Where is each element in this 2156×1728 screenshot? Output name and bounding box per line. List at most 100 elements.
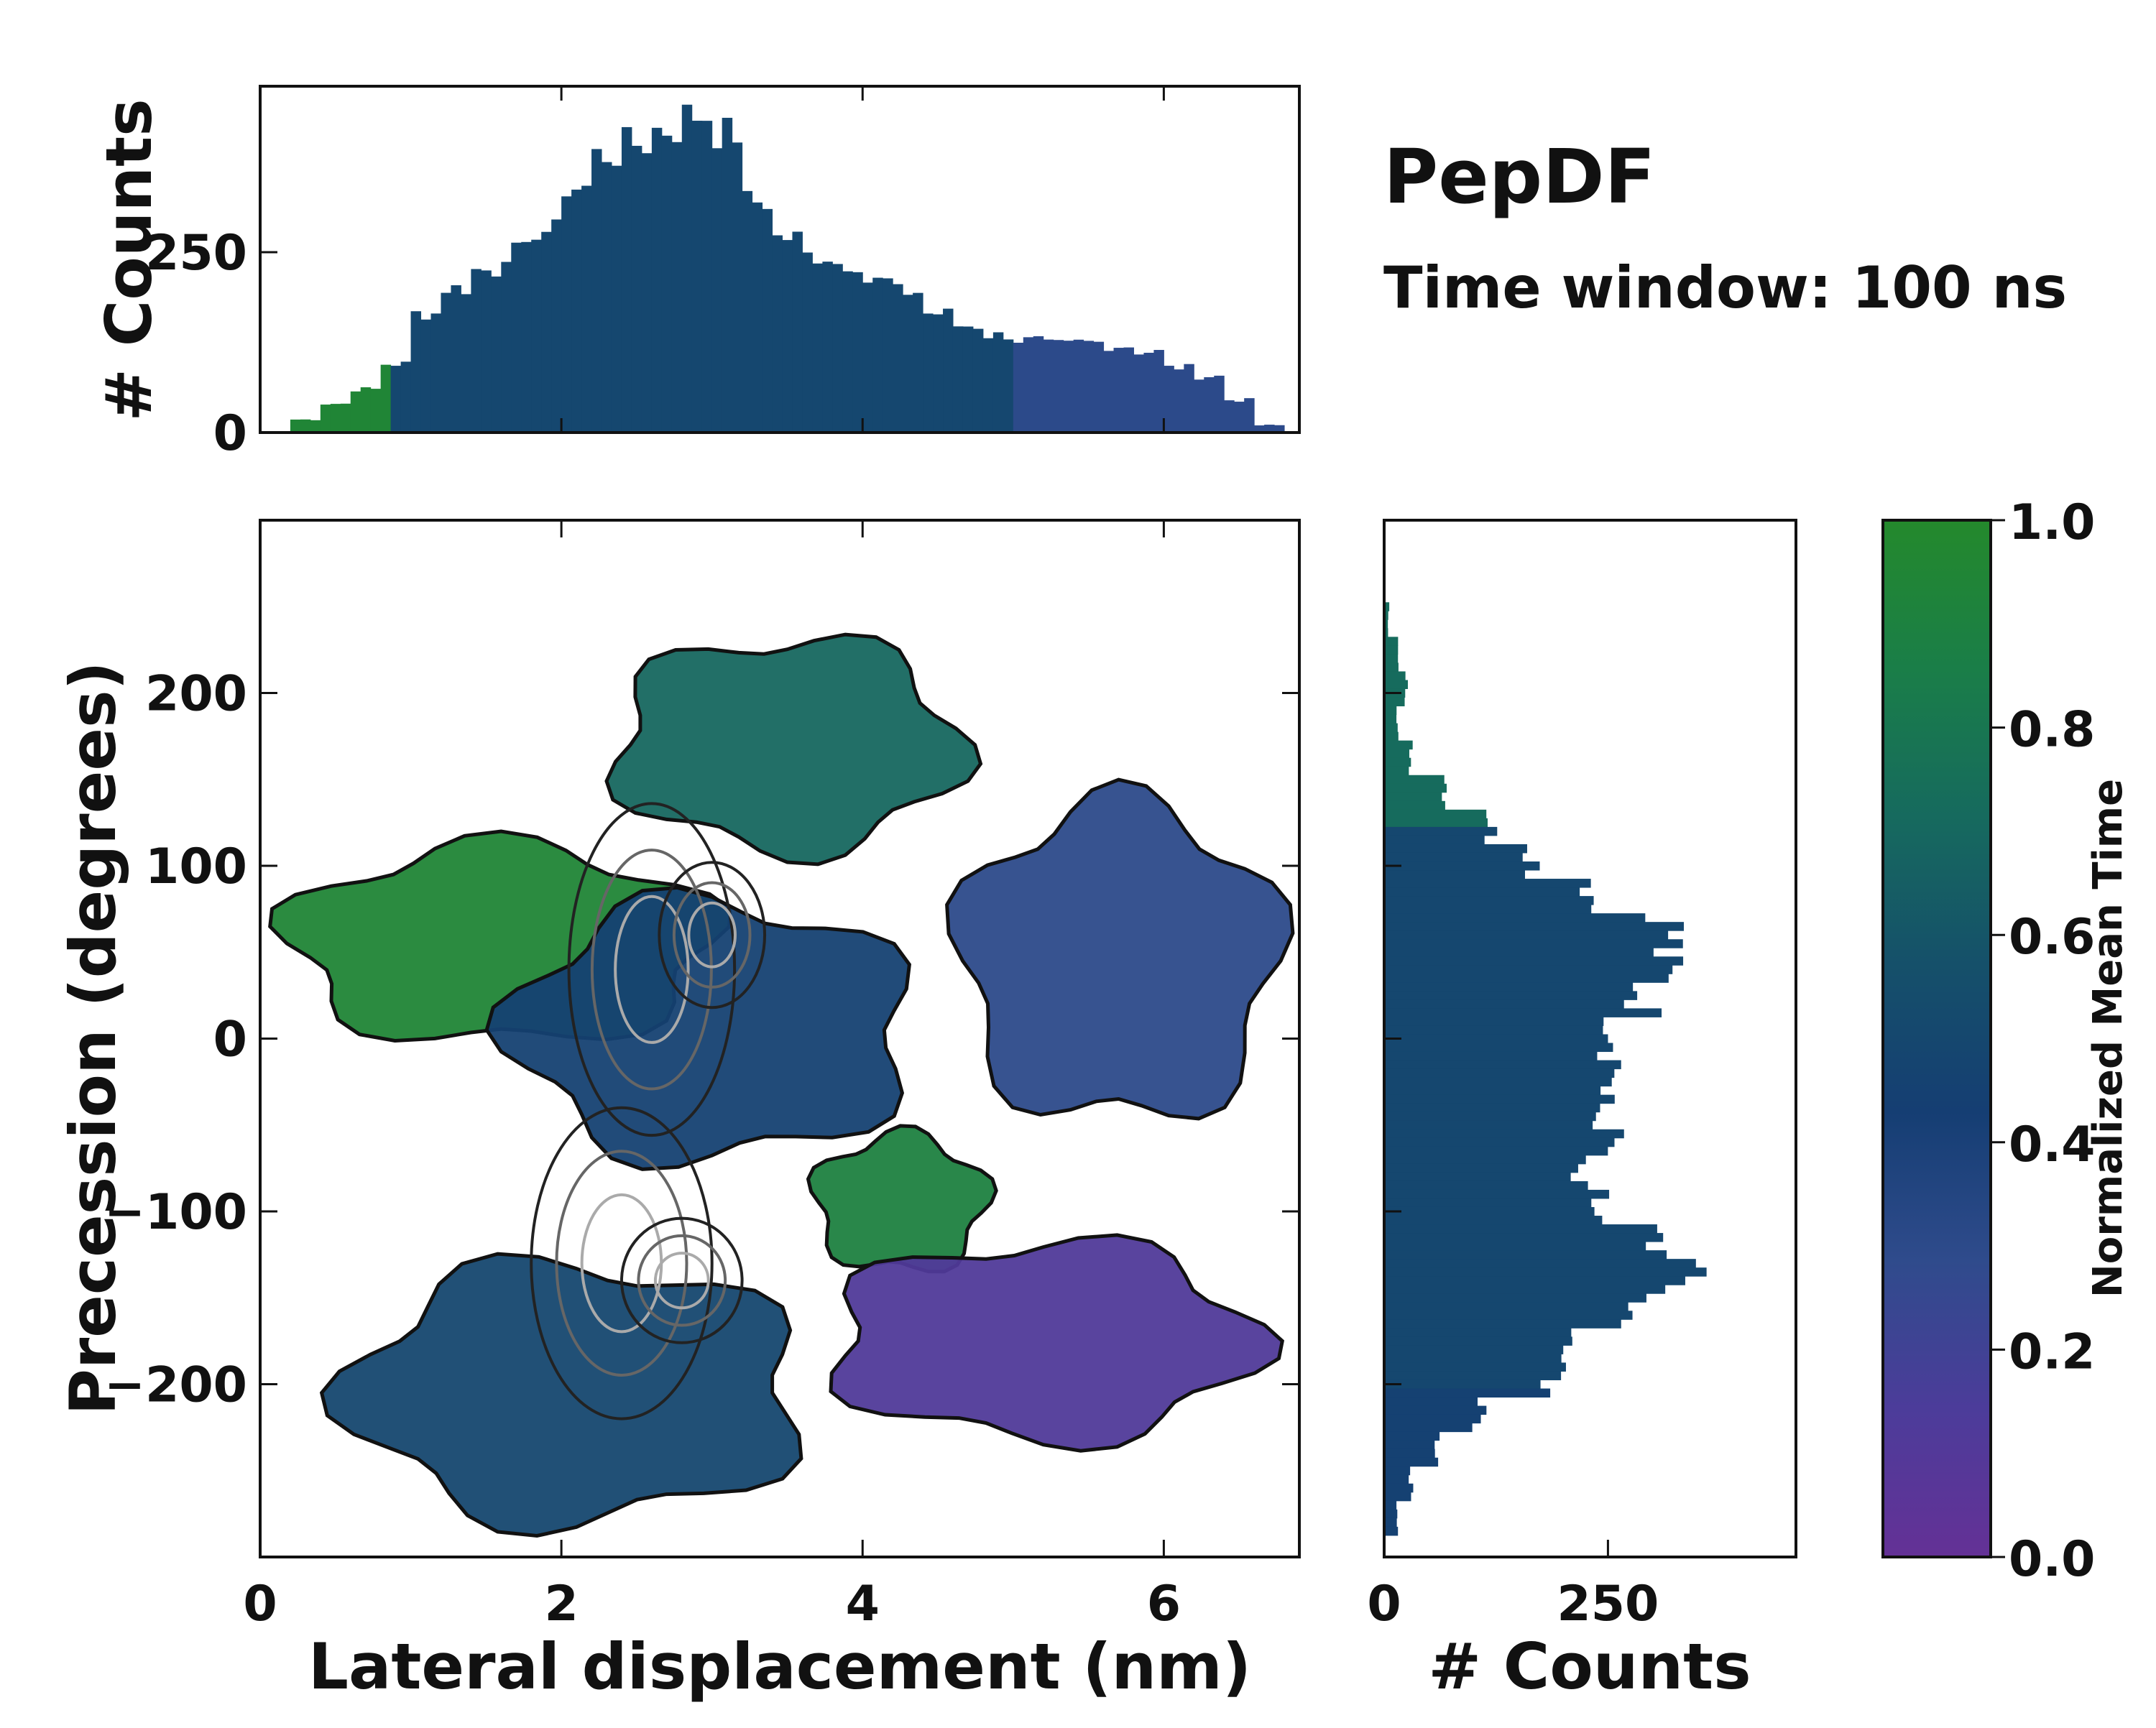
right-histogram: 0 250 # Counts — [1367, 519, 1797, 1704]
top-histogram-bar — [1194, 379, 1204, 433]
top-histogram-bar — [1204, 376, 1215, 433]
right-histogram-bar — [1384, 879, 1591, 888]
top-histogram-bar — [521, 241, 532, 433]
top-histogram-bar — [992, 332, 1004, 433]
right-histogram-bar — [1384, 766, 1409, 776]
top-histogram-bar — [1013, 343, 1024, 433]
top-y-tick-label: 250 — [145, 225, 247, 282]
top-histogram-bar — [1103, 351, 1115, 433]
top-histogram-bar — [812, 263, 823, 433]
right-histogram-bar — [1384, 697, 1405, 707]
right-histogram-bar — [1384, 1285, 1666, 1294]
top-histogram-bar — [451, 285, 461, 433]
right-histogram-bar — [1384, 714, 1397, 724]
top-histogram-bar — [370, 389, 382, 433]
top-histogram-bar — [602, 162, 612, 433]
right-histogram-bar — [1384, 723, 1398, 733]
right-histogram-bar — [1384, 1414, 1481, 1424]
right-histogram-bar — [1384, 628, 1388, 637]
top-histogram: 0 250 # Counts — [92, 85, 1301, 462]
top-histogram-bar — [561, 196, 572, 433]
right-histogram-bar — [1384, 792, 1442, 802]
top-histogram-bar — [410, 311, 422, 433]
top-histogram-bar — [972, 328, 984, 433]
right-histogram-bar — [1384, 1354, 1562, 1363]
right-histogram-bar — [1384, 1397, 1478, 1407]
right-histogram-bar — [1384, 1250, 1667, 1260]
top-histogram-bar — [380, 364, 392, 433]
top-histogram-bar — [551, 219, 562, 433]
density-contour — [614, 895, 690, 1044]
top-histogram-bar — [1033, 336, 1044, 433]
heatmap-contours — [530, 802, 767, 1420]
density-contour — [687, 901, 737, 969]
main-y-tick-label: −100 — [104, 1184, 247, 1241]
top-histogram-bar — [611, 165, 622, 433]
right-histogram-bar — [1384, 1319, 1621, 1329]
right-histogram-bar — [1384, 844, 1527, 854]
top-histogram-ticks: 0 250 — [145, 86, 1165, 462]
right-histogram-xlabel: # Counts — [1428, 1630, 1751, 1704]
top-histogram-bar — [913, 292, 923, 433]
right-histogram-bar — [1384, 1302, 1628, 1311]
right-histogram-bar — [1384, 887, 1580, 897]
right-histogram-bar — [1384, 809, 1487, 819]
heatmap-region-outline — [945, 777, 1295, 1121]
heatmap-region — [808, 1125, 997, 1272]
right-histogram-bar — [1384, 1242, 1646, 1251]
colorbar-ticks: 0.0 0.2 0.4 0.6 0.8 1.0 — [1991, 494, 2095, 1588]
top-histogram-bar — [1023, 337, 1034, 433]
top-histogram-bar — [742, 190, 753, 433]
top-histogram-bar — [1174, 369, 1184, 433]
top-histogram-bar — [641, 153, 653, 433]
right-histogram-bar — [1384, 991, 1638, 1000]
top-histogram-bar — [581, 185, 592, 433]
colorbar-tick-label: 0.2 — [2009, 1323, 2095, 1380]
top-histogram-bar — [621, 126, 632, 433]
top-histogram-bar — [982, 338, 994, 433]
top-histogram-bar — [923, 313, 934, 433]
right-histogram-bar — [1384, 619, 1388, 629]
top-histogram-bar — [681, 104, 693, 433]
right-histogram-bar — [1384, 1172, 1571, 1182]
colorbar-tick-label: 0.6 — [2009, 909, 2095, 966]
right-histogram-bar — [1384, 1051, 1598, 1061]
top-histogram-bar — [420, 319, 432, 433]
colorbar-tick-label: 0.4 — [2009, 1117, 2095, 1173]
top-histogram-bar — [310, 420, 321, 433]
right-histogram-bar — [1384, 1276, 1685, 1285]
top-histogram-bar — [903, 295, 913, 433]
top-histogram-bar — [340, 403, 351, 433]
top-histogram-bar — [501, 262, 512, 433]
top-histogram-bar — [571, 189, 582, 433]
density-contour — [590, 849, 713, 1091]
top-histogram-bar — [1244, 398, 1255, 433]
right-histogram-bar — [1384, 602, 1390, 611]
top-histogram-bar — [491, 276, 502, 433]
top-histogram-bar — [1113, 348, 1125, 433]
density-contour — [637, 1234, 727, 1327]
right-histogram-bar — [1384, 1345, 1564, 1354]
right-histogram-bar — [1384, 1371, 1562, 1380]
main-xlabel: Lateral displacement (nm) — [308, 1630, 1251, 1704]
right-histogram-bar — [1384, 982, 1634, 992]
main-x-tick-label: 6 — [1147, 1576, 1181, 1632]
top-histogram-frame — [259, 85, 1301, 434]
heatmap-region — [946, 780, 1293, 1119]
top-histogram-bar — [762, 208, 773, 433]
top-histogram-bar — [1053, 340, 1064, 433]
top-histogram-bar — [872, 277, 883, 433]
right-histogram-bar — [1384, 930, 1669, 940]
main-heatmap: 0 2 4 6 −200 −100 0 100 200 Lateral displacemen… — [56, 519, 1301, 1704]
right-histogram-bar — [1384, 1224, 1657, 1234]
top-histogram-bar — [1143, 352, 1154, 433]
right-x-tick-label: 0 — [1367, 1576, 1401, 1632]
right-histogram-bar — [1384, 1423, 1473, 1433]
right-histogram-bar — [1384, 870, 1525, 879]
right-histogram-bar — [1384, 974, 1669, 983]
right-histogram-bar — [1384, 1362, 1566, 1372]
right-histogram-bar — [1384, 939, 1683, 948]
top-histogram-bar — [1234, 402, 1245, 433]
right-histogram-bar — [1384, 1198, 1592, 1208]
right-histogram-bar — [1384, 1181, 1588, 1191]
